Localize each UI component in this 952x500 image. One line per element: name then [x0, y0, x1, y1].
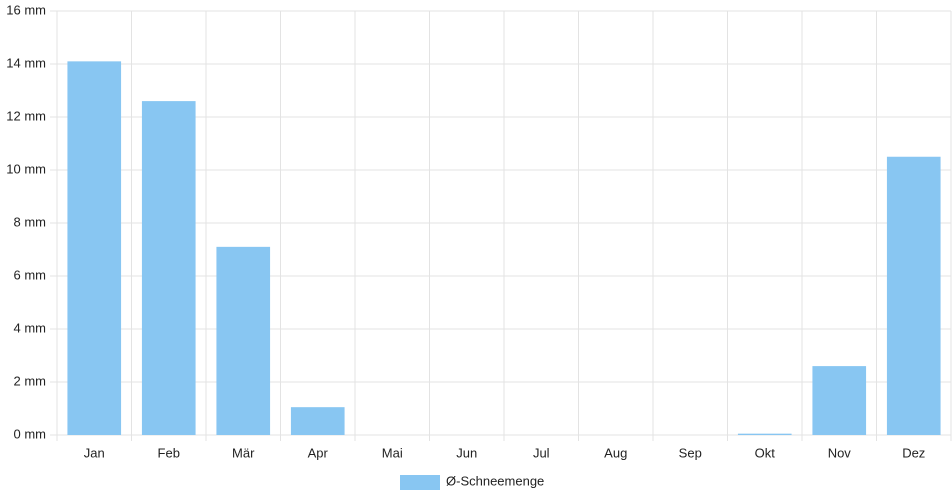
y-tick-label: 6 mm	[14, 267, 47, 282]
x-tick-label: Aug	[604, 445, 627, 460]
x-tick-label: Jul	[533, 445, 550, 460]
bar	[812, 366, 867, 435]
legend-label: Ø-Schneemenge	[446, 473, 544, 488]
x-tick-label: Okt	[755, 445, 776, 460]
y-tick-label: 10 mm	[6, 161, 46, 176]
bar	[886, 156, 941, 435]
x-tick-label: Apr	[308, 445, 329, 460]
bar	[290, 407, 345, 435]
y-tick-label: 0 mm	[14, 426, 47, 441]
bar	[67, 61, 122, 435]
x-tick-label: Mär	[232, 445, 255, 460]
x-tick-label: Sep	[679, 445, 702, 460]
bar	[216, 246, 271, 435]
x-tick-label: Jun	[456, 445, 477, 460]
y-tick-label: 8 mm	[14, 214, 47, 229]
y-tick-label: 16 mm	[6, 2, 46, 17]
bar	[141, 101, 196, 435]
x-tick-label: Jan	[84, 445, 105, 460]
x-tick-label: Feb	[158, 445, 180, 460]
y-tick-label: 12 mm	[6, 108, 46, 123]
legend-swatch	[400, 475, 440, 490]
x-tick-label: Dez	[902, 445, 925, 460]
x-tick-label: Nov	[828, 445, 852, 460]
y-tick-label: 2 mm	[14, 373, 47, 388]
bar	[737, 433, 792, 435]
y-tick-label: 4 mm	[14, 320, 47, 335]
x-tick-label: Mai	[382, 445, 403, 460]
y-tick-label: 14 mm	[6, 55, 46, 70]
